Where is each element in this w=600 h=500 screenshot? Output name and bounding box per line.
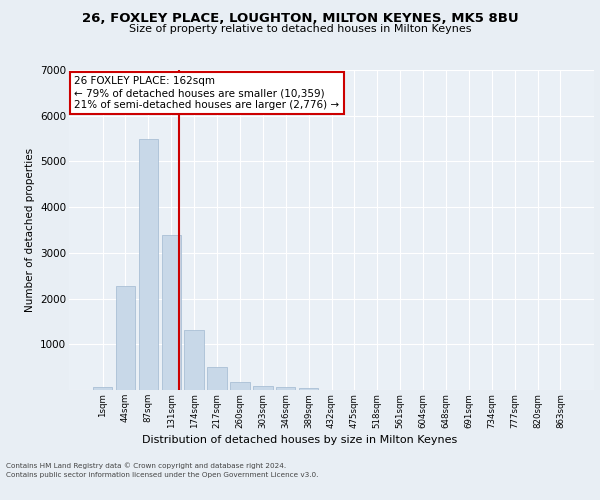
Text: 26, FOXLEY PLACE, LOUGHTON, MILTON KEYNES, MK5 8BU: 26, FOXLEY PLACE, LOUGHTON, MILTON KEYNE… [82,12,518,26]
Bar [116,286,135,390]
Bar [93,387,112,390]
Bar [253,386,272,390]
Y-axis label: Number of detached properties: Number of detached properties [25,148,35,312]
Text: Contains HM Land Registry data © Crown copyright and database right 2024.: Contains HM Land Registry data © Crown c… [6,462,286,469]
Text: Size of property relative to detached houses in Milton Keynes: Size of property relative to detached ho… [129,24,471,34]
Bar [276,388,295,390]
Bar [208,366,227,390]
Text: 26 FOXLEY PLACE: 162sqm
← 79% of detached houses are smaller (10,359)
21% of sem: 26 FOXLEY PLACE: 162sqm ← 79% of detache… [74,76,340,110]
Bar [184,330,204,390]
Bar [299,388,319,390]
Text: Contains public sector information licensed under the Open Government Licence v3: Contains public sector information licen… [6,472,319,478]
Text: Distribution of detached houses by size in Milton Keynes: Distribution of detached houses by size … [142,435,458,445]
Bar [230,382,250,390]
Bar [139,140,158,390]
Bar [161,236,181,390]
